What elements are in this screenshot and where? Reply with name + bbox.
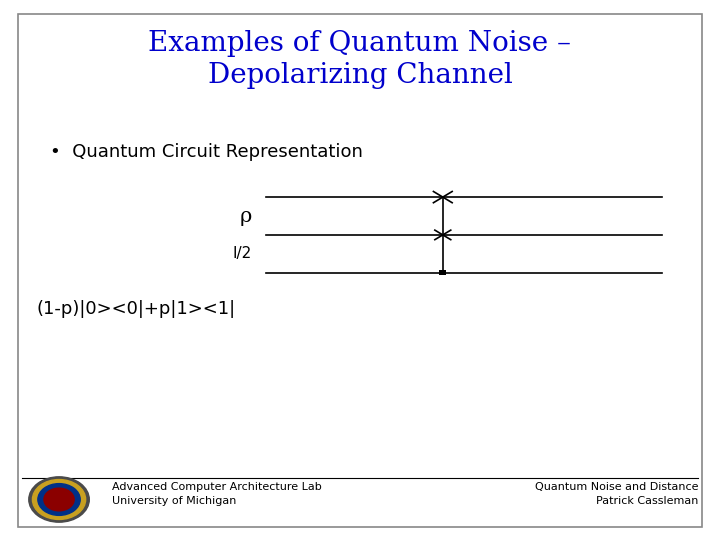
Text: Quantum Noise and Distance
Patrick Cassleman: Quantum Noise and Distance Patrick Cassl… [535, 482, 698, 505]
Text: Examples of Quantum Noise –
Depolarizing Channel: Examples of Quantum Noise – Depolarizing… [148, 30, 572, 89]
Text: Advanced Computer Architecture Lab
University of Michigan: Advanced Computer Architecture Lab Unive… [112, 482, 321, 505]
Circle shape [44, 488, 74, 511]
Text: •  Quantum Circuit Representation: • Quantum Circuit Representation [50, 143, 364, 161]
Circle shape [29, 477, 89, 522]
FancyBboxPatch shape [18, 14, 702, 526]
Text: (1-p)|0><0|+p|1><1|: (1-p)|0><0|+p|1><1| [36, 300, 235, 318]
Text: I/2: I/2 [233, 246, 252, 261]
Circle shape [32, 480, 86, 519]
Text: ρ: ρ [240, 206, 252, 226]
Bar [439, 270, 446, 275]
Circle shape [38, 484, 80, 515]
